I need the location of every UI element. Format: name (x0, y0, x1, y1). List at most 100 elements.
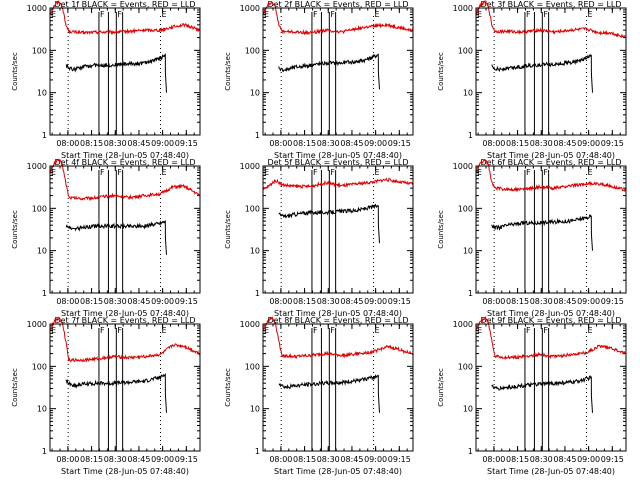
x-tick-label: 08:30 (104, 139, 127, 148)
x-tick-label: 08:30 (530, 455, 553, 464)
y-tick-label: 100 (458, 46, 473, 55)
y-tick-label: 1 (42, 447, 47, 456)
y-tick-label: 10 (37, 89, 47, 98)
events-series-line (491, 375, 593, 413)
events-series-line (491, 214, 593, 251)
lld-series-line (475, 0, 627, 39)
x-tick-label: 08:15 (80, 297, 103, 306)
x-tick-label: 09:15 (601, 139, 624, 148)
x-tick-label: 08:15 (506, 139, 529, 148)
events-series-line (278, 203, 380, 244)
y-tick-label: 1000 (453, 320, 473, 329)
y-tick-label: 10 (463, 247, 473, 256)
y-axis-label: Counts/sec (11, 368, 19, 407)
x-tick-label: 08:15 (506, 455, 529, 464)
lld-series-line (49, 316, 201, 363)
y-tick-label: 10 (250, 89, 260, 98)
y-tick-label: 1000 (240, 4, 260, 13)
chart-panel-5: Det 5f BLACK = Events, RED = LLD Counts/s… (224, 158, 414, 318)
x-tick-label: 09:15 (175, 297, 198, 306)
x-axis-label: Start Time (28-Jun-05 07:48:40) (274, 151, 402, 160)
x-tick-label: 08:45 (127, 297, 150, 306)
x-tick-label: 08:15 (293, 139, 316, 148)
x-tick-label: 09:00 (364, 139, 387, 148)
flag-marker-label: F (117, 326, 122, 335)
flag-marker-label: E (51, 168, 56, 177)
chart-panel-2: Det 2f BLACK = Events, RED = LLD Counts/s… (224, 0, 414, 160)
flag-marker-label: E (162, 10, 167, 19)
flag-marker-label: E (162, 326, 167, 335)
panel-title: Det 1f BLACK = Events, RED = LLD (54, 0, 195, 9)
y-axis-label: Counts/sec (224, 210, 232, 249)
y-tick-label: 1000 (240, 320, 260, 329)
x-tick-label: 09:00 (577, 455, 600, 464)
x-tick-label: 08:45 (127, 139, 150, 148)
y-axis-label: Counts/sec (437, 52, 445, 91)
flag-marker-label: E (588, 168, 593, 177)
y-axis-label: Counts/sec (224, 52, 232, 91)
y-tick-label: 10 (463, 405, 473, 414)
plot-frame (475, 323, 627, 452)
flag-marker-label: F (117, 168, 122, 177)
flag-marker-label: E (264, 168, 269, 177)
x-tick-label: 08:45 (340, 139, 363, 148)
flag-marker-label: F (543, 326, 548, 335)
flag-marker-label: F (117, 10, 122, 19)
events-series-line (65, 53, 167, 93)
flag-marker-label: E (51, 10, 56, 19)
x-tick-label: 08:00 (269, 139, 292, 148)
y-axis-label: Counts/sec (224, 368, 232, 407)
flag-marker-label: E (375, 326, 380, 335)
x-tick-label: 08:45 (127, 455, 150, 464)
flag-marker-label: F (313, 168, 318, 177)
events-series-line (278, 53, 380, 90)
lld-series-line (475, 315, 627, 360)
x-tick-label: 08:15 (80, 139, 103, 148)
plot-frame (49, 7, 201, 136)
y-tick-label: 100 (245, 362, 260, 371)
x-tick-label: 08:00 (482, 297, 505, 306)
x-tick-label: 08:15 (506, 297, 529, 306)
y-tick-label: 100 (245, 46, 260, 55)
x-tick-label: 08:45 (553, 139, 576, 148)
chart-panel-8: Det 8f BLACK = Events, RED = LLD Counts/s… (224, 316, 414, 476)
flag-marker-label: F (100, 168, 105, 177)
chart-panel-6: Det 6f BLACK = Events, RED = LLD Counts/s… (437, 158, 627, 318)
x-tick-label: 08:45 (553, 297, 576, 306)
y-tick-label: 1000 (27, 4, 47, 13)
y-tick-label: 1 (468, 447, 473, 456)
lld-series-line (262, 316, 414, 360)
x-tick-label: 08:30 (530, 297, 553, 306)
chart-panel-3: Det 3f BLACK = Events, RED = LLD Counts/s… (437, 0, 627, 160)
y-tick-label: 100 (458, 362, 473, 371)
flag-marker-label: E (162, 168, 167, 177)
y-tick-label: 1000 (27, 162, 47, 171)
y-tick-label: 1 (255, 131, 260, 140)
x-axis-label: Start Time (28-Jun-05 07:48:40) (274, 467, 402, 476)
x-tick-label: 09:15 (175, 139, 198, 148)
flag-marker-label: E (375, 168, 380, 177)
flag-marker-label: E (477, 168, 482, 177)
y-tick-label: 1 (42, 289, 47, 298)
y-tick-label: 100 (458, 204, 473, 213)
flag-marker-label: E (264, 326, 269, 335)
flag-marker-label: F (526, 168, 531, 177)
x-tick-label: 09:15 (601, 455, 624, 464)
y-tick-label: 10 (463, 89, 473, 98)
x-axis-label: Start Time (28-Jun-05 07:48:40) (61, 151, 189, 160)
y-tick-label: 10 (250, 405, 260, 414)
lld-series-line (262, 1, 414, 36)
plot-frame (262, 7, 414, 136)
chart-panel-4: Det 4f BLACK = Events, RED = LLD Counts/s… (11, 158, 201, 318)
panel-title: Det 6f BLACK = Events, RED = LLD (480, 158, 621, 167)
flag-marker-label: E (477, 10, 482, 19)
flag-marker-label: F (330, 168, 335, 177)
x-tick-label: 08:45 (340, 297, 363, 306)
y-tick-label: 100 (32, 204, 47, 213)
flag-marker-label: E (588, 326, 593, 335)
flag-marker-label: E (588, 10, 593, 19)
chart-panel-1: Det 1f BLACK = Events, RED = LLD Counts/s… (11, 0, 201, 160)
x-tick-label: 08:30 (104, 297, 127, 306)
flag-marker-label: E (51, 326, 56, 335)
